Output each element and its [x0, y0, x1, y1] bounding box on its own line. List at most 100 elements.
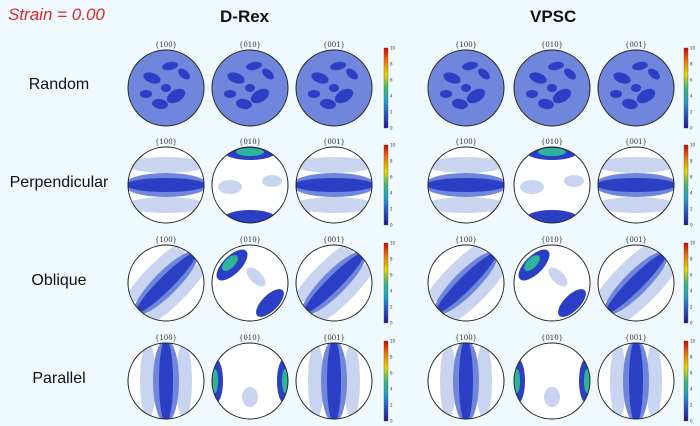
pole-figure-label: {001}: [323, 41, 345, 49]
colorbar-vpsc-oblique: 10 8 6 4 2 0: [683, 241, 696, 326]
colorbar-tick-label: 0: [390, 321, 393, 326]
colorbar-tick-label: 2: [690, 207, 693, 212]
pole-figure-vpsc-parallel-010: {010}: [513, 334, 591, 420]
colorbar-tick-label: 0: [690, 321, 693, 326]
colorbar-tick-label: 8: [690, 355, 693, 360]
colorbar-vpsc-random: 10 8 6 4 2 0: [683, 46, 696, 131]
pole-figure-drex-parallel-100: {100}: [127, 334, 205, 420]
pole-figure-label: {100}: [155, 236, 177, 244]
colorbar-tick-label: 6: [390, 371, 393, 376]
pole-figure-drex-parallel-010: {010}: [211, 334, 289, 420]
colorbar-tick-label: 6: [690, 175, 693, 180]
colorbar-tick-label: 2: [390, 403, 393, 408]
colorbar-tick-label: 0: [690, 223, 693, 228]
pole-figure-label: {100}: [155, 334, 177, 342]
colorbar-tick-label: 0: [390, 126, 393, 131]
pole-figure-label: {010}: [541, 236, 563, 244]
colorbar-tick-label: 8: [390, 62, 393, 67]
colorbar-tick-label: 10: [390, 339, 396, 344]
colorbar-drex-parallel: 10 8 6 4 2 0: [383, 339, 396, 424]
model-title-drex: D-Rex: [220, 7, 270, 26]
colorbar-tick-label: 6: [390, 175, 393, 180]
row-label-oblique: Oblique: [31, 272, 87, 289]
pole-figure-vpsc-parallel-100: {100}: [427, 334, 505, 420]
colorbar-tick-label: 8: [390, 159, 393, 164]
colorbar-tick-label: 2: [390, 305, 393, 310]
colorbar-tick-label: 4: [390, 387, 393, 392]
row-label-parallel: Parallel: [32, 370, 86, 387]
pole-figure-label: {001}: [625, 236, 647, 244]
colorbar-tick-label: 10: [390, 241, 396, 246]
row-label-random: Random: [28, 76, 90, 93]
pole-figure-label: {100}: [455, 334, 477, 342]
pole-figure-vpsc-oblique-010: {010}: [513, 236, 591, 322]
pole-figure-drex-oblique-100: {100}: [127, 236, 205, 322]
pole-figure-label: {010}: [541, 334, 563, 342]
colorbar-drex-oblique: 10 8 6 4 2 0: [383, 241, 396, 326]
pole-figure-label: {001}: [323, 138, 345, 146]
pole-figure-drex-perpendicular-100: {100}: [127, 138, 205, 224]
colorbar-tick-label: 2: [690, 403, 693, 408]
colorbar-tick-label: 2: [690, 305, 693, 310]
colorbar-tick-label: 10: [390, 46, 396, 51]
colorbar-tick-label: 10: [690, 241, 696, 246]
pole-figure-drex-perpendicular-001: {001}: [295, 138, 373, 224]
colorbar-tick-label: 8: [390, 355, 393, 360]
pole-figure-vpsc-perpendicular-010: {010}: [513, 138, 591, 224]
pole-figure-label: {100}: [155, 138, 177, 146]
pole-figure-label: {100}: [455, 236, 477, 244]
colorbar-tick-label: 6: [690, 371, 693, 376]
colorbar-tick-label: 10: [690, 339, 696, 344]
pole-figure-label: {001}: [625, 41, 647, 49]
row-label-perpendicular: Perpendicular: [9, 174, 109, 191]
pole-figure-drex-random-001: {001}: [295, 41, 373, 127]
pole-figure-drex-random-100: {100}: [127, 41, 205, 127]
pole-figure-label: {100}: [455, 41, 477, 49]
pole-figure-label: {100}: [455, 138, 477, 146]
pole-figure-vpsc-oblique-100: {100}: [427, 236, 505, 322]
pole-figure-label: {010}: [541, 41, 563, 49]
pole-figure-label: {010}: [239, 138, 261, 146]
colorbar-tick-label: 4: [390, 94, 393, 99]
pole-figure-label: {010}: [239, 41, 261, 49]
colorbar-tick-label: 8: [390, 257, 393, 262]
colorbar-tick-label: 2: [390, 110, 393, 115]
pole-figure-drex-oblique-001: {001}: [295, 236, 373, 322]
pole-figure-vpsc-perpendicular-100: {100}: [427, 138, 505, 224]
pole-figure-vpsc-oblique-001: {001}: [597, 236, 675, 322]
colorbar-tick-label: 0: [390, 419, 393, 424]
colorbar-tick-label: 8: [690, 159, 693, 164]
pole-figure-vpsc-parallel-001: {001}: [597, 334, 675, 420]
pole-figure-label: {001}: [323, 236, 345, 244]
colorbar-tick-label: 0: [690, 419, 693, 424]
colorbar-tick-label: 6: [390, 273, 393, 278]
colorbar-tick-label: 4: [690, 387, 693, 392]
colorbar-tick-label: 8: [690, 62, 693, 67]
model-title-vpsc: VPSC: [530, 7, 577, 26]
colorbar-tick-label: 10: [690, 46, 696, 51]
pole-figure-label: {001}: [323, 334, 345, 342]
colorbar-tick-label: 6: [390, 78, 393, 83]
colorbar-vpsc-parallel: 10 8 6 4 2 0: [683, 339, 696, 424]
pole-figure-vpsc-random-100: {100}: [427, 41, 505, 127]
pole-figure-label: {001}: [625, 138, 647, 146]
pole-figure-label: {010}: [541, 138, 563, 146]
colorbar-tick-label: 10: [690, 143, 696, 148]
colorbar-drex-perpendicular: 10 8 6 4 2 0: [383, 143, 396, 228]
colorbar-tick-label: 2: [390, 207, 393, 212]
colorbar-tick-label: 4: [390, 289, 393, 294]
colorbar-tick-label: 10: [390, 143, 396, 148]
pole-figure-label: {100}: [155, 41, 177, 49]
colorbar-tick-label: 4: [690, 191, 693, 196]
colorbar-tick-label: 4: [690, 94, 693, 99]
pole-figure-label: {010}: [239, 334, 261, 342]
pole-figure-label: {001}: [625, 334, 647, 342]
pole-figure-drex-random-010: {010}: [211, 41, 289, 127]
pole-figure-drex-perpendicular-010: {010}: [211, 138, 289, 224]
colorbar-tick-label: 0: [690, 126, 693, 131]
colorbar-tick-label: 0: [390, 223, 393, 228]
colorbar-drex-random: 10 8 6 4 2 0: [383, 46, 396, 131]
colorbar-tick-label: 6: [690, 78, 693, 83]
colorbar-tick-label: 6: [690, 273, 693, 278]
